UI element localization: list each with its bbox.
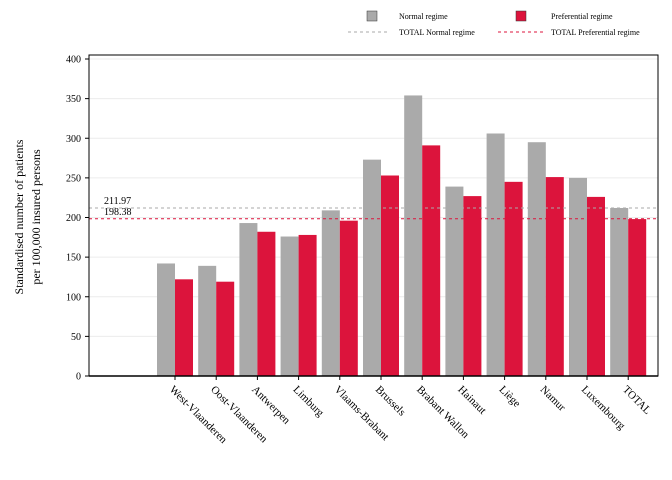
bar-preferential [545,177,564,376]
bar-preferential [381,175,399,376]
y-tick-label: 250 [66,173,81,184]
bar-preferential [339,220,358,376]
bar-normal [527,142,546,376]
y-tick-label: 150 [66,253,81,264]
x-category-label: TOTAL [620,384,653,417]
x-category-label: Hainaut [455,384,488,417]
bar-normal [363,159,381,376]
y-tick-label: 100 [66,292,81,303]
bar-normal [445,186,464,376]
y-tick-label: 300 [66,134,81,145]
bar-preferential [175,279,193,376]
y-tick-label: 400 [66,55,81,66]
y-tick-label: 350 [66,94,81,105]
bar-normal [239,223,258,376]
reference-label-total-preferential: 198.38 [104,207,132,218]
bar-normal [404,95,423,376]
legend-label-total-normal: TOTAL Normal regime [399,28,475,37]
x-category-label: Namur [538,384,568,414]
legend-label-normal: Normal regime [399,12,448,21]
reference-label-total-normal: 211.97 [104,196,131,207]
x-category-label: Limburg [290,384,326,420]
legend-swatch-normal [366,10,378,22]
bar-normal [280,236,299,376]
bar-preferential [422,145,441,376]
bar-normal [569,177,587,376]
bar-normal [486,133,505,376]
legend-label-total-preferential: TOTAL Preferential regime [551,28,640,37]
bar-preferential [257,231,276,376]
bar-normal [157,263,175,376]
legend-swatch-preferential [515,10,527,22]
x-category-label: Brussels [373,384,408,419]
y-tick-label: 200 [66,213,81,224]
legend-label-preferential: Preferential regime [551,12,613,21]
bar-preferential [628,219,647,376]
x-category-label: Liège [496,384,522,410]
x-category-label: Antwerpen [249,384,292,427]
x-axis: West-VlaanderenOost-VlaanderenAntwerpenL… [89,375,658,446]
bar-normal [610,207,629,376]
y-tick-label: 50 [71,332,81,343]
bars [157,95,647,376]
y-tick-label: 0 [76,372,81,383]
y-axis-title-line2: per 100,000 insured persons [29,149,43,285]
legend: Normal regime Preferential regime TOTAL … [348,10,640,37]
bar-preferential [587,196,605,376]
bar-preferential [504,181,523,376]
bar-preferential [298,234,317,376]
y-axis: 0 50 100 150 200 250 300 350 400 [66,55,89,383]
bar-normal [198,265,217,376]
bar-preferential [216,281,235,376]
bar-preferential [463,196,482,376]
y-axis-title-line1: Standardised number of patients [12,139,26,294]
bar-normal [321,210,340,376]
